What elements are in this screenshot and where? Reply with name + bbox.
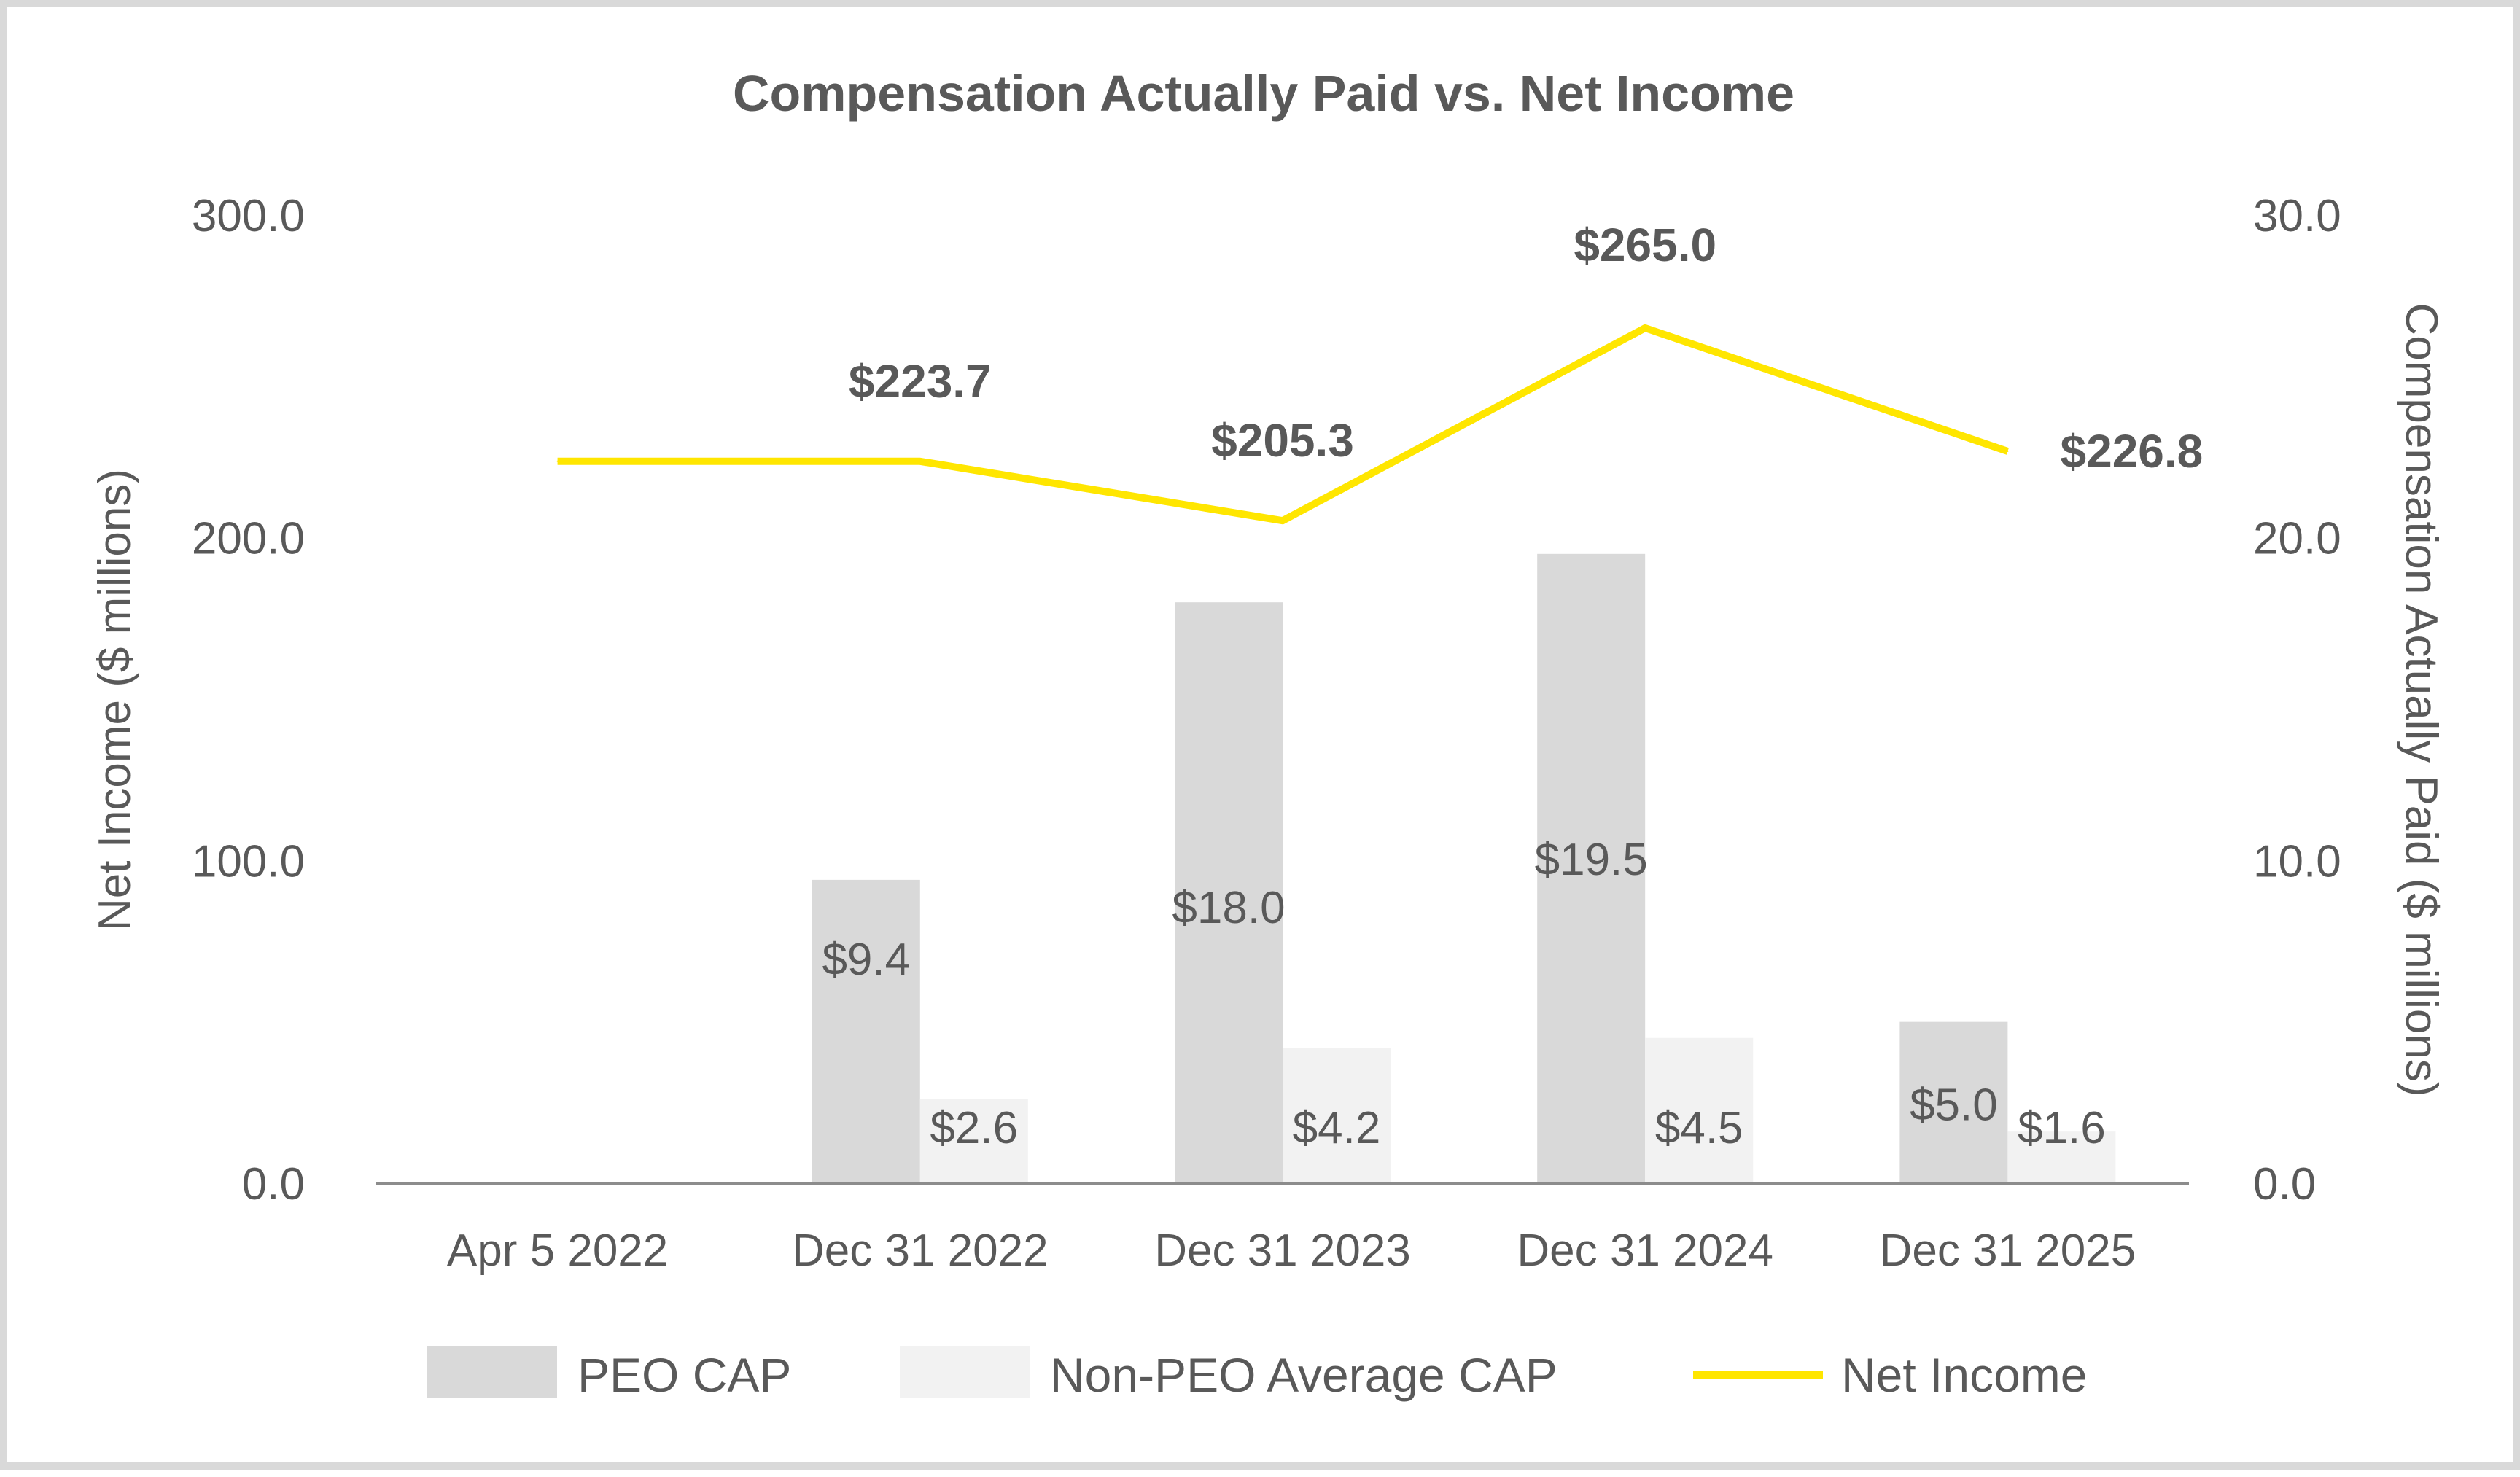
net-income-point bbox=[1644, 327, 1646, 329]
peo-cap-value-label: $18.0 bbox=[1172, 883, 1285, 933]
left-axis-title: Net Income ($ millions) bbox=[90, 469, 140, 931]
non-peo-cap-bar bbox=[2007, 1131, 2116, 1183]
peo-cap-bar bbox=[1175, 602, 1283, 1183]
peo-cap-bar bbox=[1899, 1021, 2008, 1183]
non-peo-cap-bar bbox=[1283, 1048, 1391, 1183]
net-income-point bbox=[919, 460, 921, 462]
legend-swatch-peo-cap bbox=[427, 1346, 557, 1398]
non-peo-cap-value-label: $4.2 bbox=[1293, 1103, 1381, 1153]
x-tick-label: Dec 31 2022 bbox=[792, 1225, 1049, 1276]
right-tick-label: 10.0 bbox=[2253, 836, 2341, 886]
peo-cap-bar bbox=[812, 879, 920, 1183]
non-peo-cap-bar bbox=[1645, 1037, 1754, 1183]
net-income-value-label: $223.7 bbox=[849, 355, 992, 408]
peo-cap-bar bbox=[1537, 553, 1646, 1183]
x-tick-label: Dec 31 2025 bbox=[1880, 1225, 2136, 1276]
right-tick-label: 30.0 bbox=[2253, 191, 2341, 241]
non-peo-cap-value-label: $4.5 bbox=[1655, 1103, 1743, 1153]
peo-cap-value-label: $19.5 bbox=[1535, 835, 1648, 885]
x-tick-label: Apr 5 2022 bbox=[447, 1225, 668, 1276]
x-tick-label: Dec 31 2024 bbox=[1517, 1225, 1773, 1276]
right-tick-label: 20.0 bbox=[2253, 514, 2341, 564]
peo-cap-value-label: $5.0 bbox=[1910, 1080, 1998, 1131]
net-income-value-label: $265.0 bbox=[1574, 219, 1716, 271]
peo-cap-value-label: $9.4 bbox=[822, 935, 910, 985]
chart-title: Compensation Actually Paid vs. Net Incom… bbox=[733, 65, 1794, 122]
net-income-value-label: $226.8 bbox=[2061, 425, 2204, 478]
left-tick-label: 200.0 bbox=[192, 514, 305, 564]
legend-label-net-income: Net Income bbox=[1841, 1348, 2087, 1402]
chart: Compensation Actually Paid vs. Net Incom… bbox=[90, 65, 2446, 1402]
legend-swatch-non-peo-cap bbox=[900, 1346, 1030, 1398]
x-tick-label: Dec 31 2023 bbox=[1154, 1225, 1411, 1276]
net-income-point bbox=[1282, 520, 1283, 522]
legend-label-non-peo-cap: Non-PEO Average CAP bbox=[1050, 1348, 1558, 1402]
left-tick-label: 100.0 bbox=[192, 836, 305, 886]
non-peo-cap-value-label: $1.6 bbox=[2018, 1103, 2106, 1153]
net-income-point bbox=[556, 460, 559, 462]
left-tick-label: 0.0 bbox=[242, 1159, 305, 1209]
non-peo-cap-value-label: $2.6 bbox=[930, 1103, 1018, 1153]
net-income-point bbox=[2007, 451, 2009, 453]
right-tick-label: 0.0 bbox=[2253, 1159, 2316, 1209]
non-peo-cap-bar bbox=[919, 1099, 1028, 1183]
net-income-value-label: $205.3 bbox=[1211, 414, 1354, 467]
left-tick-label: 300.0 bbox=[192, 191, 305, 241]
right-axis-title: Compensation Actually Paid ($ millions) bbox=[2396, 303, 2446, 1097]
legend-label-peo-cap: PEO CAP bbox=[578, 1348, 791, 1402]
